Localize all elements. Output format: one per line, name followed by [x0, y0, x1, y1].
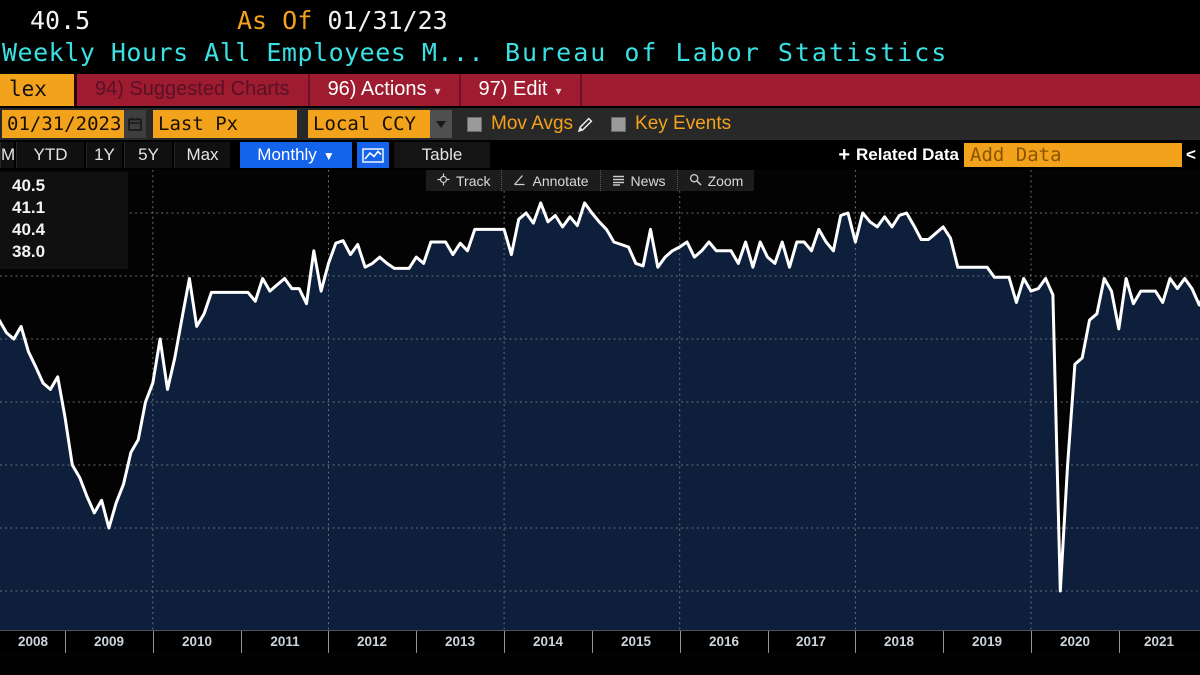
- collapse-chevron[interactable]: <: [1186, 145, 1196, 164]
- date-input[interactable]: 01/31/2023: [2, 110, 124, 138]
- as-of: As Of 01/31/23: [237, 6, 448, 35]
- range-tab-bar: M YTD 1Y 5Y Max Monthly ▼ Table + Related Data…: [0, 142, 1200, 168]
- legend-value: 41.1: [12, 198, 46, 217]
- pencil-icon[interactable]: [577, 116, 594, 133]
- menu-bar: lex 94) Suggested Charts 96) Actions ▾ 97) …: [0, 74, 1200, 106]
- menu-item-suggested-charts[interactable]: 94) Suggested Charts: [77, 74, 310, 106]
- year-tick: [241, 631, 242, 653]
- header-line-2: Weekly Hours All Employees M... Bureau o…: [0, 38, 1200, 72]
- news-button[interactable]: News: [599, 170, 677, 191]
- year-tick: [328, 631, 329, 653]
- last-value: 40.5: [30, 6, 91, 35]
- year-tick: [680, 631, 681, 653]
- currency-select[interactable]: Local CCY: [308, 110, 430, 138]
- year-label: 2020: [1059, 634, 1091, 649]
- chart-tool-label: News: [630, 172, 666, 189]
- zoom-button[interactable]: Zoom: [676, 170, 755, 191]
- range-tab-m[interactable]: M: [0, 142, 16, 168]
- period-selected-label: Monthly: [257, 145, 317, 164]
- track-icon: [437, 173, 456, 189]
- year-label: 2009: [93, 634, 125, 649]
- price-field-input[interactable]: Last Px: [153, 110, 297, 138]
- year-label: 2010: [181, 634, 213, 649]
- year-label: 2018: [883, 634, 915, 649]
- currency-dropdown-button[interactable]: [430, 110, 452, 138]
- year-tick: [592, 631, 593, 653]
- as-of-date: 01/31/23: [327, 6, 448, 35]
- year-tick: [1119, 631, 1120, 653]
- chevron-down-icon: ▼: [322, 149, 335, 163]
- year-tick: [504, 631, 505, 653]
- related-data-label: Related Data: [856, 145, 959, 164]
- data-source: Bureau of Labor Statistics: [505, 38, 949, 67]
- bottom-strip: [0, 653, 1200, 675]
- key-events-checkbox[interactable]: [611, 116, 627, 132]
- calendar-icon: [128, 117, 142, 131]
- zoom-icon: [689, 173, 708, 189]
- menu-item-actions[interactable]: 96) Actions ▾: [310, 74, 461, 106]
- track-button[interactable]: Track: [426, 170, 502, 191]
- range-tab-5y[interactable]: 5Y: [124, 142, 174, 168]
- year-label: 2011: [270, 634, 300, 649]
- news-icon: [612, 173, 631, 189]
- mov-avgs-checkbox[interactable]: [467, 116, 482, 132]
- chevron-down-icon: [436, 120, 446, 128]
- year-tick: [943, 631, 944, 653]
- annotate-icon: [513, 173, 532, 189]
- year-tick: [65, 631, 66, 653]
- menu-item-label: 94) Suggested Charts: [95, 78, 290, 100]
- chart-tools-toolbar: Track Annotate News Zoom: [426, 170, 755, 191]
- chevron-down-icon: ▾: [555, 84, 562, 98]
- year-tick: [768, 631, 769, 653]
- range-tab-max[interactable]: Max: [174, 142, 232, 168]
- year-tick: [416, 631, 417, 653]
- range-tab-1y[interactable]: 1Y: [86, 142, 124, 168]
- security-title: Weekly Hours All Employees M...: [2, 38, 485, 67]
- related-data-button[interactable]: + Related Data: [838, 144, 960, 167]
- year-label: 2017: [795, 634, 827, 649]
- chevron-down-icon: ▾: [434, 84, 441, 98]
- header-line-1: 40.5 As Of 01/31/23: [0, 4, 1200, 38]
- annotate-button[interactable]: Annotate: [501, 170, 600, 191]
- period-dropdown[interactable]: Monthly ▼: [240, 142, 352, 168]
- year-label: 2021: [1143, 634, 1175, 649]
- legend-value: 40.4: [12, 220, 46, 239]
- price-chart[interactable]: [0, 170, 1200, 630]
- line-chart-type-button[interactable]: [357, 142, 389, 168]
- legend-value: 40.5: [12, 176, 46, 195]
- chart-settings-toolbar: 01/31/2023 Last Px Local CCY Mov Avgs Ke…: [0, 108, 1200, 140]
- ticker-chip[interactable]: lex: [0, 74, 77, 106]
- year-tick: [855, 631, 856, 653]
- chart-tool-label: Zoom: [707, 172, 744, 189]
- year-label: 2014: [532, 634, 564, 649]
- chart-tool-label: Track: [456, 172, 491, 189]
- line-chart-icon: [362, 147, 384, 163]
- year-label: 2019: [971, 634, 1003, 649]
- year-label: 2012: [356, 634, 388, 649]
- legend-value: 38.0: [12, 242, 46, 261]
- menu-item-edit[interactable]: 97) Edit ▾: [461, 74, 582, 106]
- as-of-label: As Of: [237, 6, 313, 35]
- range-tab-ytd[interactable]: YTD: [16, 142, 86, 168]
- menu-item-label: 96) Actions: [327, 78, 427, 100]
- table-view-button[interactable]: Table: [394, 142, 490, 168]
- year-label: 2016: [708, 634, 740, 649]
- year-tick: [1031, 631, 1032, 653]
- chart-legend: 40.5 41.1 40.4 38.0: [0, 172, 128, 269]
- year-tick: [153, 631, 154, 653]
- year-label: 2013: [444, 634, 476, 649]
- mov-avgs-label[interactable]: Mov Avgs: [491, 113, 574, 134]
- calendar-button[interactable]: [124, 110, 146, 138]
- x-axis: 2008 2009 2010 2011 2012 2013 2014 2015 2016 2017…: [0, 630, 1200, 653]
- year-label: 2008: [17, 634, 49, 649]
- add-data-input[interactable]: Add Data: [964, 143, 1182, 167]
- plus-icon: +: [838, 143, 850, 166]
- chart-tool-label: Annotate: [532, 172, 589, 189]
- menu-item-label: 97) Edit: [478, 78, 548, 100]
- key-events-label[interactable]: Key Events: [635, 113, 732, 134]
- year-label: 2015: [620, 634, 652, 649]
